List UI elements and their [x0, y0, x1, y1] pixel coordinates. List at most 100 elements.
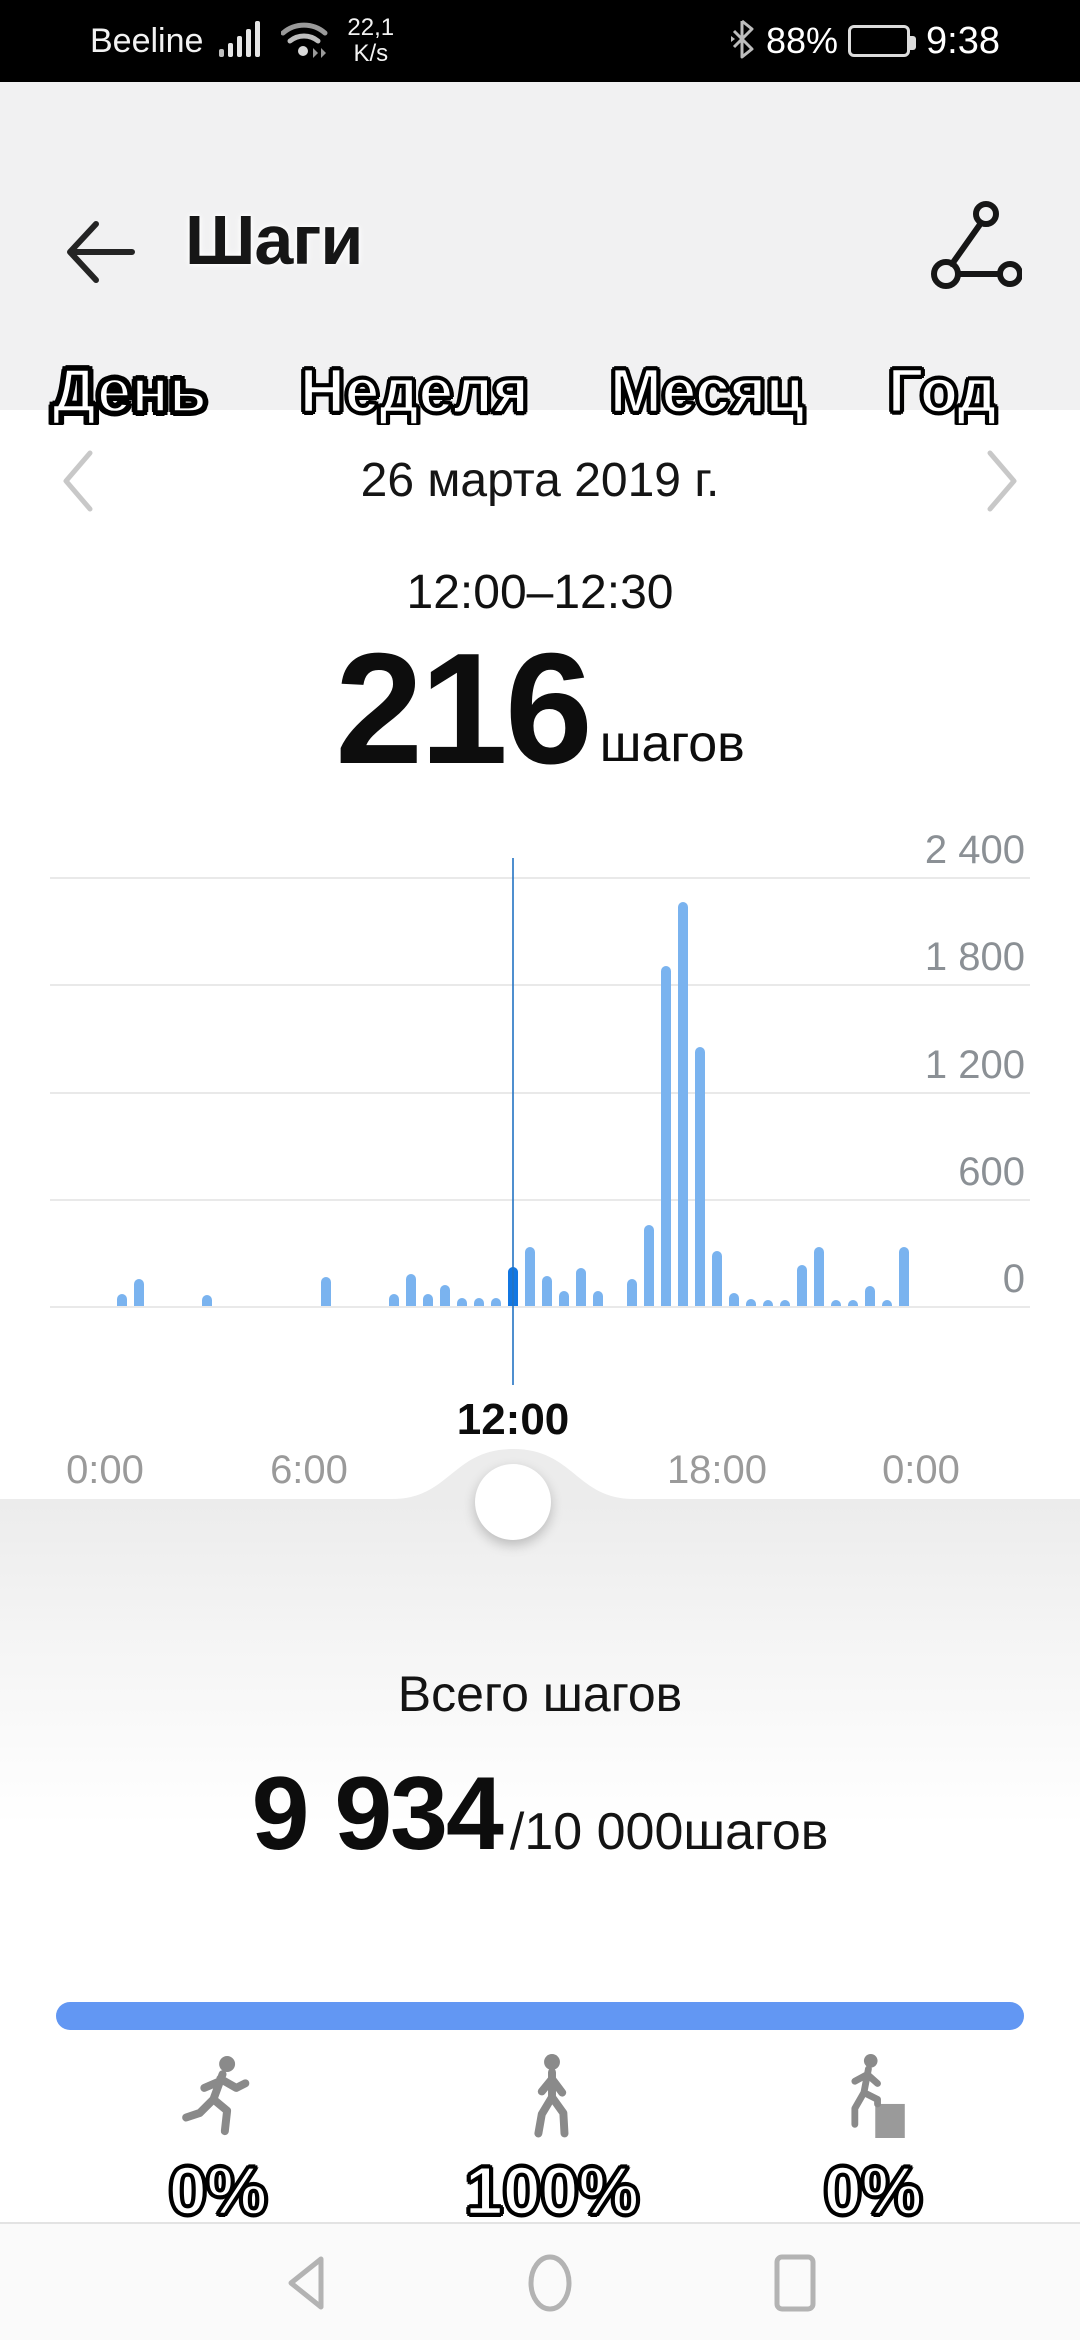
bar [695, 1046, 705, 1306]
y-tick-600: 600 [958, 1150, 1025, 1194]
selected-time-label: 12:00 [456, 1395, 570, 1444]
bar [644, 1224, 654, 1306]
daily-summary-panel [0, 1500, 1080, 2223]
nav-recents-button[interactable] [760, 2248, 830, 2318]
bar [134, 1279, 144, 1306]
share-button[interactable] [930, 200, 1023, 296]
time-slider-handle[interactable] [475, 1464, 551, 1540]
total-steps-value: 9 934 [251, 1756, 504, 1872]
system-nav-bar [0, 2224, 1080, 2340]
x-tick-0000b: 0:00 [882, 1448, 960, 1492]
total-steps-heading: Всего шагов [397, 1666, 683, 1722]
run-percent: 0% [168, 2152, 269, 2230]
bar [389, 1294, 399, 1306]
x-tick-1800: 18:00 [666, 1448, 768, 1492]
walking-icon [442, 2052, 662, 2138]
back-button[interactable] [58, 210, 142, 294]
x-tick-0600: 6:00 [270, 1448, 348, 1492]
y-tick-1800: 1 800 [924, 935, 1025, 979]
bar [848, 1300, 858, 1306]
status-bar: Beeline 22,1 K/s [0, 0, 1080, 82]
selected-range-label: 12:00–12:30 [406, 566, 674, 619]
bar [406, 1273, 416, 1306]
signal-strength-icon [219, 19, 265, 64]
bar [542, 1275, 552, 1306]
activity-run: 0% [108, 2052, 328, 2230]
section-divider [0, 2222, 1080, 2224]
carrier-label: Beeline [90, 21, 204, 60]
bar [661, 966, 671, 1306]
y-tick-0: 0 [1002, 1257, 1025, 1301]
activity-climb: 0% [763, 2052, 983, 2230]
running-icon [108, 2052, 328, 2138]
tab-day[interactable]: День [50, 355, 208, 427]
y-tick-1200: 1 200 [924, 1043, 1025, 1087]
gridline-2400 [50, 877, 1030, 879]
current-date-label: 26 марта 2019 г. [360, 454, 720, 507]
bar [627, 1279, 637, 1306]
bar [202, 1295, 212, 1306]
selected-steps-unit: шагов [599, 715, 745, 773]
next-day-button[interactable] [982, 449, 1022, 513]
nav-home-circle-icon [528, 2254, 572, 2312]
bar [117, 1293, 127, 1306]
page-title: Шаги [185, 201, 363, 279]
total-steps-readout: 9 934 /10 000шагов [0, 1755, 1080, 1874]
bar [423, 1294, 433, 1306]
wifi-icon [280, 19, 331, 64]
climbing-icon [763, 2052, 983, 2138]
bar [474, 1297, 484, 1306]
tab-year[interactable]: Год [887, 356, 998, 427]
bar [559, 1290, 569, 1306]
bar [780, 1300, 790, 1306]
bluetooth-icon [730, 19, 756, 64]
bar [865, 1286, 875, 1306]
activity-walk: 100% [442, 2052, 662, 2230]
gridline-0 [50, 1306, 1030, 1308]
back-arrow-icon [67, 221, 135, 283]
battery-percent-label: 88% [765, 20, 839, 61]
y-tick-2400: 2 400 [924, 828, 1025, 872]
gridline-1800 [50, 984, 1030, 986]
bar [882, 1300, 892, 1306]
bar [712, 1251, 722, 1306]
goal-progress-fill [56, 2002, 1024, 2030]
tab-month[interactable]: Месяц [609, 356, 805, 427]
bars-layer [0, 877, 1080, 1306]
bar [576, 1268, 586, 1306]
bar [899, 1247, 909, 1306]
bar [593, 1290, 603, 1306]
selected-steps-value: 216 [335, 621, 593, 797]
bar [763, 1300, 773, 1306]
bar [525, 1247, 535, 1306]
climb-percent: 0% [823, 2152, 924, 2230]
total-steps-goal: /10 000шагов [509, 1803, 829, 1861]
nav-home-button[interactable] [515, 2248, 585, 2318]
previous-day-button[interactable] [58, 449, 98, 513]
network-speed: 22,1 K/s [347, 14, 395, 67]
selected-steps-readout: 216 шагов [0, 630, 1080, 788]
battery-icon [848, 25, 917, 57]
bar [729, 1292, 739, 1306]
selection-line [512, 858, 514, 1385]
bar [746, 1298, 756, 1306]
nav-recents-square-icon [774, 2254, 816, 2312]
app-header: Шаги День Неделя Месяц Год [0, 82, 1080, 473]
bar [440, 1284, 450, 1306]
gridline-1200 [50, 1092, 1030, 1094]
steps-bar-chart[interactable]: 2 400 1 800 1 200 600 0 12:00 0:00 6:00 … [0, 820, 1080, 1492]
bar [678, 902, 688, 1306]
goal-progress-bar [56, 2002, 1024, 2030]
bar [814, 1247, 824, 1306]
bar [321, 1277, 331, 1306]
nav-back-button[interactable] [270, 2248, 340, 2318]
share-icon [931, 201, 1023, 289]
bar [831, 1300, 841, 1306]
nav-back-triangle-icon [288, 2256, 324, 2310]
period-tabs: День Неделя Месяц Год [0, 332, 1080, 492]
bar [491, 1297, 501, 1306]
bar [457, 1297, 467, 1306]
tab-week[interactable]: Неделя [299, 356, 530, 427]
bar [797, 1264, 807, 1306]
walk-percent: 100% [464, 2152, 640, 2230]
